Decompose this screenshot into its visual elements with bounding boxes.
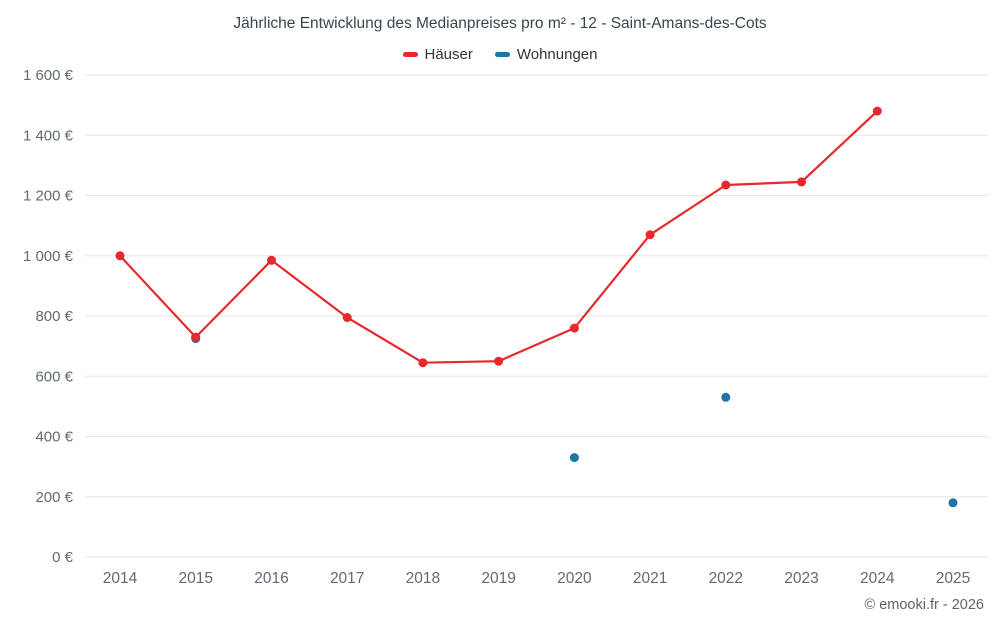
x-tick-label: 2018 [406,570,440,587]
x-tick-label: 2022 [709,570,743,587]
y-tick-label: 600 € [35,368,73,385]
x-tick-label: 2024 [860,570,895,587]
legend-item-wohnungen[interactable]: Wohnungen [494,46,598,63]
x-tick-label: 2021 [633,570,667,587]
data-point-häuser[interactable] [872,106,882,116]
data-point-häuser[interactable] [721,180,731,190]
data-point-häuser[interactable] [267,255,276,265]
data-point-häuser[interactable] [342,313,352,322]
y-tick-label: 800 € [35,308,73,325]
x-tick-label: 2015 [178,570,212,587]
legend-marker-icon [402,52,418,57]
legend-marker-icon [494,52,510,57]
data-point-häuser[interactable] [115,251,125,261]
data-point-häuser[interactable] [797,177,806,187]
data-point-häuser[interactable] [569,323,579,333]
data-point-wohnungen[interactable] [948,498,958,508]
x-tick-label: 2019 [481,570,515,587]
x-tick-label: 2017 [330,570,364,587]
x-tick-label: 2020 [557,570,592,587]
y-tick-label: 0 € [52,549,74,566]
legend-label: Häuser [424,46,473,63]
y-tick-label: 1 200 € [23,188,74,205]
y-tick-label: 1 600 € [23,67,74,84]
x-tick-label: 2023 [784,570,818,587]
y-tick-label: 1 400 € [23,127,74,144]
y-tick-label: 1 000 € [23,248,74,265]
data-point-häuser[interactable] [418,358,428,368]
data-point-häuser[interactable] [191,332,201,342]
legend-item-häuser[interactable]: Häuser [402,46,473,63]
series-line-häuser [119,110,879,364]
y-tick-label: 200 € [35,489,73,506]
x-tick-label: 2025 [936,570,970,587]
x-tick-label: 2014 [103,570,138,587]
chart-title: Jährliche Entwicklung des Medianpreises … [233,15,767,32]
copyright-footer: © emooki.fr - 2026 [864,597,984,613]
legend: Häuser Wohnungen [0,46,1000,63]
legend-label: Wohnungen [516,46,598,63]
data-point-wohnungen[interactable] [569,453,579,463]
data-point-häuser[interactable] [645,230,655,240]
x-tick-label: 2016 [254,570,288,587]
y-tick-label: 400 € [35,429,73,446]
data-point-häuser[interactable] [494,356,504,366]
data-point-wohnungen[interactable] [721,392,731,402]
